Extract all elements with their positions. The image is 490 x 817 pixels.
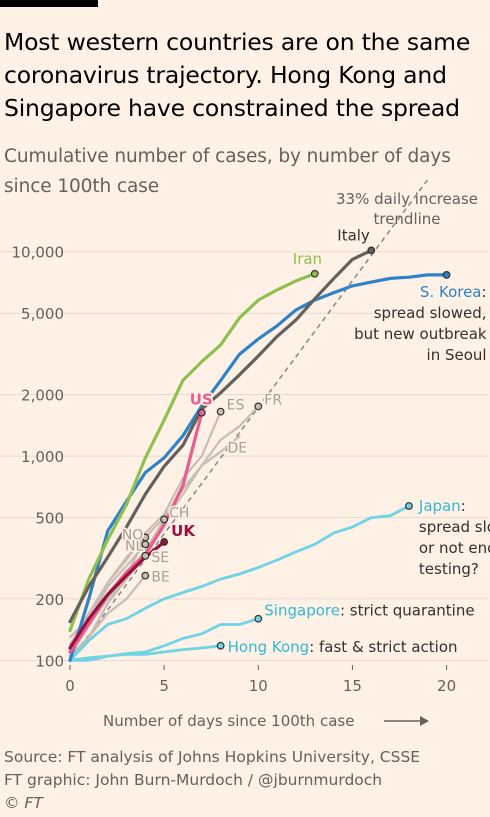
source-note: Source: FT analysis of Johns Hopkins Uni… xyxy=(4,748,421,766)
trendline xyxy=(69,180,429,661)
series-line-italy xyxy=(68,248,373,624)
ft-top-bar xyxy=(0,0,98,7)
series-end-marker-iran xyxy=(310,269,319,278)
y-tick-label: 10,000 xyxy=(12,244,65,262)
series-name-us: US xyxy=(190,391,213,409)
series-label-es: ES xyxy=(227,398,245,414)
series-note-japan-or-not-enough: or not enough xyxy=(419,539,490,557)
series-label-ch: CH xyxy=(169,505,189,521)
series-label-japan: Japan: xyxy=(418,497,466,515)
series-label-nl: NL xyxy=(125,538,143,554)
series-line-se xyxy=(68,554,147,658)
title-line: coronavirus trajectory. Hong Kong and xyxy=(4,61,447,89)
x-tick-label: 15 xyxy=(343,677,362,695)
series-name-ch: CH xyxy=(169,505,189,521)
series-end-marker-hongkong xyxy=(216,641,225,650)
series-label-uk: UK xyxy=(171,522,196,540)
series-name-italy: Italy xyxy=(337,226,370,244)
series-note-japan-spread-slowed: spread slowed xyxy=(419,518,490,536)
x-axis-label: Number of days since 100th case xyxy=(103,712,354,730)
x-tick-label: 0 xyxy=(65,677,75,695)
series-line-hongkong xyxy=(68,644,222,662)
trendline-label: trendline xyxy=(373,210,440,228)
series-label-italy: Italy xyxy=(337,226,370,244)
series-name-iran: Iran xyxy=(293,250,322,268)
series-name-es: ES xyxy=(227,398,245,414)
series-note-skorea-but-new-outbreak: but new outbreak xyxy=(354,325,487,343)
x-tick-label: 20 xyxy=(437,677,456,695)
series-name-be: BE xyxy=(151,570,169,586)
y-tick-label: 1,000 xyxy=(21,448,64,466)
subtitle-line: since 100th case xyxy=(4,176,160,197)
series-end-marker-uk xyxy=(160,538,169,546)
x-tick-label: 5 xyxy=(159,677,169,695)
series-note-skorea-in-seoul: in Seoul xyxy=(427,346,487,364)
chart-footer: Source: FT analysis of Johns Hopkins Uni… xyxy=(4,746,488,815)
y-tick-label: 500 xyxy=(35,510,64,528)
series-name-de: DE xyxy=(227,440,247,456)
series-end-marker-singapore xyxy=(254,614,263,623)
series-label-singapore: Singapore: strict quarantine xyxy=(264,602,474,620)
series-label-suffix-singapore: : strict quarantine xyxy=(340,602,475,620)
series-line-singapore xyxy=(68,617,260,662)
series-end-marker-japan xyxy=(405,502,413,510)
series-name-japan: Japan xyxy=(418,497,461,515)
series-name-fr: FR xyxy=(264,392,282,408)
series-end-marker-no xyxy=(141,533,150,542)
series-name-uk: UK xyxy=(171,522,196,540)
series-line-japan xyxy=(68,504,411,662)
y-tick-label: 100 xyxy=(35,652,64,670)
series-label-de: DE xyxy=(227,440,247,456)
series-label-fr: FR xyxy=(264,392,282,408)
series-name-singapore: Singapore xyxy=(264,602,340,620)
series-name-hongkong: Hong Kong xyxy=(228,638,310,656)
copyright: © FT xyxy=(4,794,43,812)
series-end-marker-us xyxy=(197,408,206,417)
series-label-se: SE xyxy=(151,550,169,566)
chart-title: Most western countries are on the same c… xyxy=(4,26,488,125)
series-label-be: BE xyxy=(151,570,169,586)
x-axis-arrow-head xyxy=(420,716,429,726)
series-end-marker-se xyxy=(141,551,150,560)
series-label-iran: Iran xyxy=(293,250,322,268)
subtitle-line: Cumulative number of cases, by number of… xyxy=(4,146,451,167)
series-name-nl: NL xyxy=(125,538,143,554)
series-label-suffix-skorea: : xyxy=(482,283,487,301)
series-label-no: NO xyxy=(122,527,144,543)
title-line: Most western countries are on the same xyxy=(4,28,471,56)
series-end-marker-ch xyxy=(160,515,169,524)
y-tick-label: 2,000 xyxy=(21,387,64,405)
series-end-marker-fr xyxy=(254,402,263,411)
x-tick-label: 10 xyxy=(249,677,268,695)
series-name-se: SE xyxy=(151,550,169,566)
series-note-skorea-spread-slowed: spread slowed, xyxy=(374,304,487,322)
graphic-credit: FT graphic: John Burn-Murdoch / @jburnmu… xyxy=(4,771,383,789)
series-end-marker-be xyxy=(141,571,150,580)
series-label-suffix-japan: : xyxy=(461,497,466,515)
chart-subtitle: Cumulative number of cases, by number of… xyxy=(4,142,488,202)
series-label-skorea: S. Korea: xyxy=(420,283,487,301)
trendline-label: 33% daily increase xyxy=(336,190,478,208)
series-end-marker-es xyxy=(216,407,225,416)
y-tick-label: 200 xyxy=(35,591,64,609)
series-label-hongkong: Hong Kong: fast & strict action xyxy=(228,638,458,656)
series-line-us xyxy=(68,411,204,654)
series-line-es xyxy=(68,410,222,646)
line-chart: 100 200 500 1,000 2,000 5,000 10,000 0 5 10 15 20 Nu… xyxy=(0,180,490,730)
series-note-japan-testing: testing? xyxy=(419,560,479,578)
series-name-skorea: S. Korea xyxy=(420,283,482,301)
y-tick-label: 5,000 xyxy=(21,305,64,323)
series-end-marker-skorea xyxy=(442,271,451,279)
series-name-no: NO xyxy=(122,527,144,543)
series-line-iran xyxy=(68,272,317,633)
series-label-us: US xyxy=(190,391,213,409)
series-label-suffix-hongkong: : fast & strict action xyxy=(309,638,457,656)
title-line: Singapore have constrained the spread xyxy=(4,94,460,122)
series-end-marker-italy xyxy=(367,246,376,255)
